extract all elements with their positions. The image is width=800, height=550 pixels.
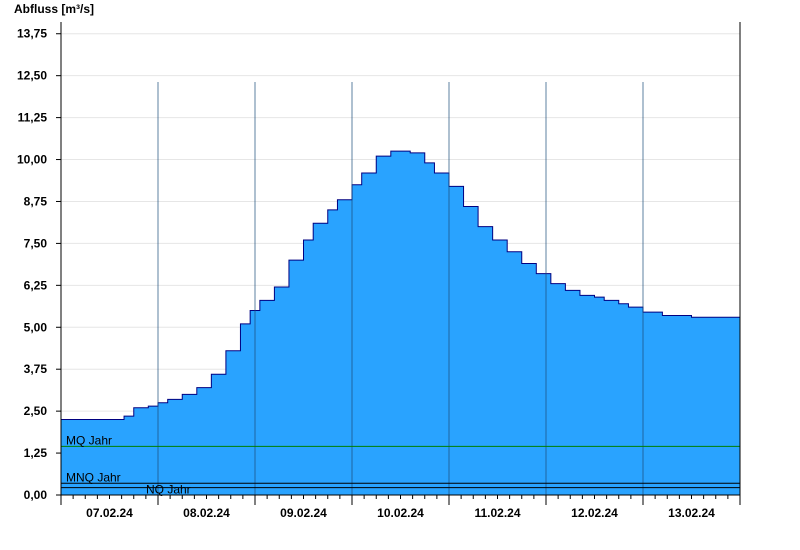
x-tick-label: 12.02.24	[571, 506, 618, 520]
y-tick-label: 3,75	[24, 362, 48, 376]
discharge-area	[61, 151, 740, 496]
x-tick-label: 10.02.24	[377, 506, 424, 520]
x-tick-label: 08.02.24	[183, 506, 230, 520]
ref-line-label: NQ Jahr	[146, 483, 191, 497]
y-tick-label: 11,25	[18, 111, 48, 125]
x-tick-label: 13.02.24	[668, 506, 715, 520]
discharge-line	[61, 150, 740, 421]
y-axis-label: Abfluss [m³/s]	[14, 2, 94, 16]
y-tick-label: 1,25	[24, 446, 48, 460]
y-tick-label: 7,50	[24, 236, 48, 250]
y-tick-label: 5,00	[24, 320, 48, 334]
ref-line-label: MNQ Jahr	[66, 470, 121, 484]
y-tick-label: 0,00	[24, 488, 48, 502]
y-tick-label: 13,75	[17, 27, 47, 41]
y-tick-label: 8,75	[24, 194, 48, 208]
x-tick-label: 09.02.24	[280, 506, 327, 520]
x-tick-label: 11.02.24	[474, 506, 520, 520]
y-tick-label: 10,00	[17, 153, 47, 167]
x-tick-label: 07.02.24	[86, 506, 133, 520]
y-tick-label: 6,25	[24, 278, 48, 292]
y-tick-label: 2,50	[24, 404, 48, 418]
ref-line-label: MQ Jahr	[66, 433, 112, 447]
y-tick-label: 12,50	[17, 69, 47, 83]
